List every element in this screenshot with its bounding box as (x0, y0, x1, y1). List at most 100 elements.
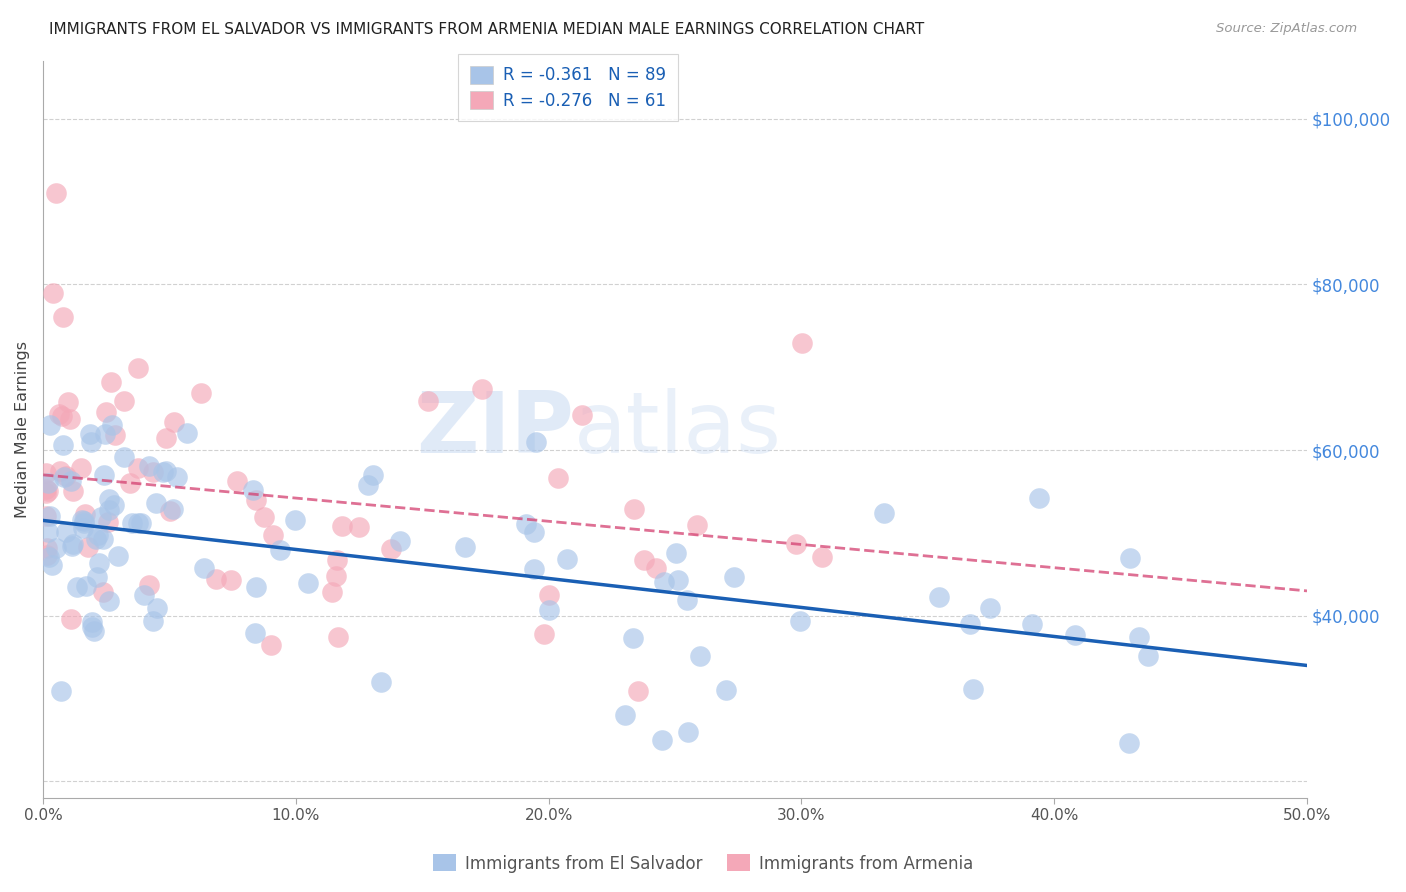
Point (321, 584, 343, 599)
Point (454, 540, 477, 554)
Point (97, 516, 120, 530)
Point (380, 541, 402, 556)
Point (35, 549, 58, 563)
Point (651, 733, 673, 747)
Point (363, 468, 385, 483)
Point (1128, 631, 1150, 645)
Point (90, 510, 112, 524)
Point (73, 516, 96, 531)
Point (1136, 648, 1159, 663)
Point (471, 382, 494, 396)
Point (127, 460, 149, 475)
Point (523, 562, 546, 576)
Point (97, 593, 120, 607)
Point (533, 627, 555, 641)
Point (100, 418, 122, 433)
Legend: R = -0.361   N = 89, R = -0.276   N = 61: R = -0.361 N = 89, R = -0.276 N = 61 (458, 54, 678, 121)
Point (127, 516, 149, 531)
Point (537, 603, 560, 617)
Point (1118, 736, 1140, 750)
Point (52, 310, 75, 325)
Point (70, 513, 93, 527)
Point (790, 336, 813, 351)
Point (37, 541, 59, 556)
Point (176, 426, 198, 441)
Point (59, 412, 82, 426)
Point (789, 614, 811, 628)
Point (112, 450, 135, 464)
Point (86, 570, 108, 584)
Point (62, 483, 84, 498)
Point (1064, 628, 1087, 642)
Point (538, 588, 561, 602)
Point (245, 492, 267, 507)
Point (55, 468, 77, 483)
Point (1119, 550, 1142, 565)
Point (785, 536, 807, 550)
Point (35, 467, 58, 481)
Point (52, 438, 75, 452)
Point (145, 496, 167, 510)
Point (41, 558, 63, 573)
Point (347, 520, 370, 534)
Point (94, 405, 117, 419)
Point (56, 394, 79, 409)
Point (162, 502, 184, 516)
Point (959, 616, 981, 631)
Point (77, 541, 100, 555)
Point (55, 525, 77, 540)
Point (107, 549, 129, 563)
Point (166, 469, 188, 483)
Point (523, 525, 546, 540)
Point (259, 638, 281, 652)
Point (190, 386, 212, 401)
Point (37, 476, 59, 491)
Point (37, 483, 59, 498)
Point (82, 615, 104, 629)
Point (51, 409, 73, 423)
Point (297, 575, 319, 590)
Point (100, 375, 122, 389)
Point (72, 521, 94, 535)
Point (152, 466, 174, 480)
Point (121, 516, 143, 531)
Point (37, 525, 59, 540)
Point (654, 574, 676, 589)
Point (205, 572, 228, 586)
Point (627, 684, 650, 698)
Point (623, 501, 645, 516)
Point (132, 589, 155, 603)
Point (38, 549, 60, 564)
Point (86, 532, 108, 546)
Point (112, 394, 135, 409)
Point (644, 561, 666, 575)
Point (138, 578, 160, 592)
Point (357, 478, 380, 492)
Point (723, 570, 745, 584)
Point (62, 537, 84, 551)
Point (49, 464, 72, 478)
Point (35, 482, 58, 496)
Point (65, 580, 87, 594)
Point (142, 465, 165, 479)
Point (226, 474, 249, 488)
Point (668, 573, 690, 587)
Point (962, 681, 984, 696)
Point (93, 427, 115, 442)
Point (35, 485, 58, 500)
Point (86, 528, 108, 542)
Point (613, 708, 636, 723)
Point (245, 625, 267, 640)
Point (103, 499, 125, 513)
Point (326, 630, 349, 644)
Point (221, 573, 243, 587)
Point (1021, 617, 1043, 632)
Point (284, 513, 307, 527)
Point (979, 601, 1001, 615)
Point (524, 434, 547, 449)
Point (97, 503, 120, 517)
Point (38, 418, 60, 433)
Point (91, 532, 114, 546)
Text: ZIP: ZIP (416, 388, 574, 471)
Point (79, 427, 101, 442)
